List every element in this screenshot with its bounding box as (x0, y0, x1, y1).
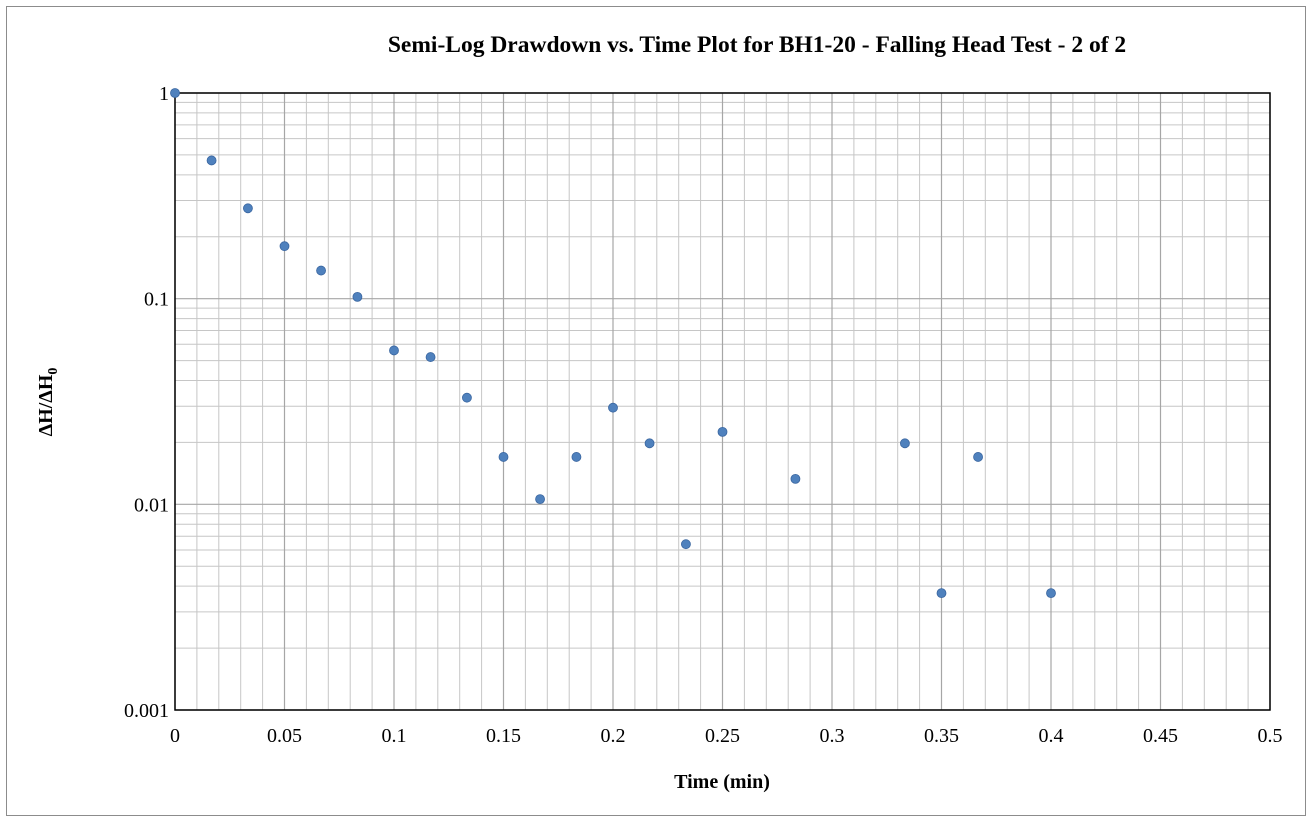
y-tick-label: 0.1 (144, 289, 169, 311)
y-tick-label: 0.01 (134, 494, 169, 516)
y-tick-label: 0.001 (124, 700, 169, 722)
data-point (316, 265, 326, 276)
y-tick-label: 1 (159, 83, 169, 105)
data-point (936, 588, 947, 599)
x-tick-label: 0.4 (1039, 725, 1064, 747)
chart-title: Semi-Log Drawdown vs. Time Plot for BH1-… (388, 32, 1126, 58)
y-axis-label-subscript: 0 (46, 368, 61, 375)
x-tick-label: 0.5 (1258, 725, 1283, 747)
data-point (206, 155, 217, 166)
data-point (1046, 588, 1056, 599)
x-tick-label: 0.35 (924, 725, 959, 747)
x-axis-label: Time (min) (674, 771, 770, 793)
y-axis-label: ΔH/ΔH0 (35, 368, 61, 437)
data-point (681, 539, 691, 550)
data-point (279, 241, 290, 252)
data-point (389, 345, 399, 356)
data-point (498, 452, 509, 462)
data-point (973, 452, 983, 462)
x-tick-label: 0.2 (601, 725, 626, 747)
x-tick-label: 0.3 (820, 725, 845, 747)
x-tick-label: 0.45 (1143, 725, 1178, 747)
data-point (571, 452, 582, 462)
data-point (717, 427, 728, 437)
data-point (425, 352, 436, 362)
chart-frame (6, 6, 1306, 816)
data-point (170, 88, 180, 98)
x-tick-label: 0.25 (705, 725, 740, 747)
data-point (608, 402, 618, 413)
y-axis-tick-labels: 0.001 0.01 0.1 1 (124, 83, 169, 722)
plot-area-border (174, 92, 1271, 711)
x-tick-label: 0.15 (486, 725, 521, 747)
data-point (462, 392, 472, 403)
data-points (170, 88, 1056, 599)
x-tick-label: 0 (170, 725, 180, 747)
x-tick-label: 0.05 (267, 725, 302, 747)
data-point (535, 494, 545, 505)
data-point (790, 473, 801, 484)
x-tick-label: 0.1 (382, 725, 407, 747)
data-point (352, 291, 363, 302)
y-axis-label-main: ΔH/ΔH (35, 374, 57, 436)
data-point (243, 203, 253, 214)
data-point (644, 438, 655, 449)
data-point (900, 438, 910, 449)
major-gridlines (174, 92, 1271, 711)
x-axis-tick-labels: 0 0.05 0.1 0.15 0.2 0.25 0.3 0.35 0.4 0.45 0.5 (170, 725, 1283, 747)
